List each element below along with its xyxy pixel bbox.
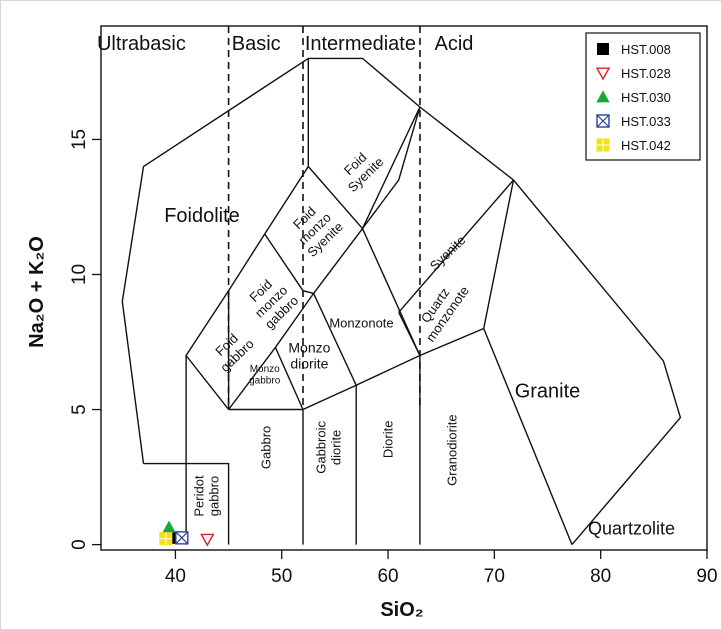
y-axis-title: Na₂O + K₂O <box>26 236 48 348</box>
field-label-line: Monzo <box>288 339 330 355</box>
field-label: Quartzolite <box>588 519 675 539</box>
y-axis: 0 5 10 15 <box>69 129 101 550</box>
legend-marker <box>597 43 609 55</box>
field-label: Diorite <box>381 421 396 459</box>
field-label: Gabbroic diorite <box>314 421 344 474</box>
field-label-line: Foidolite <box>164 205 240 227</box>
y-tick-label: 0 <box>69 539 90 550</box>
field-label: Gabbro <box>258 426 273 469</box>
legend-marker <box>596 114 610 128</box>
field-label-line: Granite <box>515 381 581 403</box>
x-axis-title: SiO₂ <box>380 599 423 621</box>
field-boundary-line <box>361 106 421 230</box>
legend: HST.008 HST.028 HST.030 HST.033 HST.042 <box>585 32 701 161</box>
y-tick-label: 5 <box>69 404 90 415</box>
field-boundary-line <box>307 166 364 230</box>
x-tick-label: 70 <box>484 566 505 587</box>
legend-label: HST.033 <box>621 114 671 129</box>
x-tick-label: 60 <box>377 566 398 587</box>
marker-shape <box>595 67 611 81</box>
field-label-line: Granodiorite <box>444 414 459 486</box>
field-label-line: diorite <box>290 356 328 372</box>
field-label-line: Gabbro <box>258 426 273 469</box>
legend-label: HST.042 <box>621 138 671 153</box>
x-tick-label: 80 <box>590 566 611 587</box>
field-boundary-line <box>302 179 515 545</box>
marker-cross <box>175 531 189 545</box>
silica-zone-dividers <box>227 26 421 410</box>
field-label: Foidolite <box>164 205 240 227</box>
marker-shape <box>200 533 215 547</box>
x-tick-label: 50 <box>271 566 292 587</box>
zone-label: Intermediate <box>305 33 416 55</box>
zone-label: Basic <box>232 33 281 55</box>
field-label-line: gabbro <box>249 376 281 387</box>
field-label: Peridot gabbro <box>191 475 221 517</box>
field-boundary-line <box>398 179 515 313</box>
data-point-hst-033 <box>175 531 189 545</box>
field-label-line: diorite <box>329 430 344 465</box>
data-point-hst-030 <box>162 520 176 533</box>
field-label-line: Peridot <box>191 475 206 517</box>
y-tick-label: 10 <box>69 264 90 285</box>
field-label: Monzonote <box>329 316 393 331</box>
legend-marker <box>595 67 611 81</box>
field-boundary-line <box>361 228 421 356</box>
classification-field-boundaries <box>121 57 682 546</box>
marker-cross <box>596 114 610 128</box>
sample-points <box>159 520 215 547</box>
legend-marker <box>596 90 610 103</box>
x-tick-label: 90 <box>696 566 717 587</box>
field-boundary-line <box>483 328 573 545</box>
field-boundary-line <box>143 462 230 545</box>
field-label-line: Gabbroic <box>314 421 329 474</box>
legend-label: HST.008 <box>621 42 671 57</box>
x-axis: 40 50 60 70 80 90 <box>165 550 718 587</box>
zone-label: Acid <box>435 33 474 55</box>
marker-shape <box>162 520 176 533</box>
field-label-line: gabbro <box>206 476 221 516</box>
field-boundary-line <box>121 57 682 546</box>
field-label-line: Diorite <box>381 421 396 459</box>
y-tick-label: 15 <box>69 129 90 150</box>
silica-zone-labels: Ultrabasic Basic Intermediate Acid <box>97 33 473 55</box>
data-point-hst-028 <box>200 533 215 547</box>
legend-marker <box>596 138 610 152</box>
field-boundary-line <box>185 58 309 545</box>
field-label-line: Monzonote <box>329 316 393 331</box>
zone-label: Ultrabasic <box>97 33 186 55</box>
field-boundary-line <box>312 293 357 386</box>
marker-shape <box>597 43 609 55</box>
field-boundary-line <box>185 355 230 410</box>
field-boundary-line <box>274 347 304 410</box>
marker-shape <box>596 90 610 103</box>
field-label-line: Quartzolite <box>588 519 675 539</box>
legend-label: HST.030 <box>621 90 671 105</box>
field-boundary-line <box>264 233 314 295</box>
x-tick-label: 40 <box>165 566 186 587</box>
legend-label: HST.028 <box>621 66 671 81</box>
field-label: Granite <box>515 381 581 403</box>
field-label: Granodiorite <box>444 414 459 486</box>
data-point-hst-042 <box>159 532 173 546</box>
field-boundary-line <box>398 311 421 356</box>
plot-frame <box>100 25 708 551</box>
field-label-line: Monzo <box>250 364 280 375</box>
